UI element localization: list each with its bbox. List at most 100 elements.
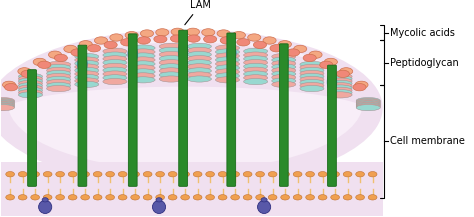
Ellipse shape	[18, 80, 43, 86]
FancyBboxPatch shape	[128, 34, 137, 186]
Ellipse shape	[244, 63, 268, 69]
Ellipse shape	[106, 195, 115, 200]
Ellipse shape	[279, 53, 289, 73]
Ellipse shape	[42, 198, 48, 202]
Ellipse shape	[131, 195, 139, 200]
Ellipse shape	[103, 56, 127, 62]
Ellipse shape	[18, 195, 27, 200]
Ellipse shape	[328, 80, 352, 86]
Ellipse shape	[159, 68, 183, 74]
Ellipse shape	[356, 97, 380, 104]
Ellipse shape	[93, 195, 102, 200]
Ellipse shape	[128, 45, 137, 64]
Ellipse shape	[0, 101, 14, 107]
Ellipse shape	[244, 71, 268, 77]
Ellipse shape	[187, 72, 211, 78]
Ellipse shape	[46, 67, 71, 74]
Ellipse shape	[18, 87, 43, 93]
Ellipse shape	[300, 70, 324, 77]
Ellipse shape	[187, 60, 211, 66]
Ellipse shape	[18, 83, 43, 89]
Ellipse shape	[331, 195, 339, 200]
Ellipse shape	[33, 58, 46, 66]
Ellipse shape	[306, 195, 314, 200]
Ellipse shape	[243, 195, 252, 200]
Ellipse shape	[318, 195, 327, 200]
Ellipse shape	[103, 79, 127, 85]
Ellipse shape	[353, 84, 366, 91]
Bar	[0, 162, 383, 216]
Ellipse shape	[131, 45, 155, 51]
Ellipse shape	[339, 68, 353, 75]
Ellipse shape	[356, 100, 380, 106]
Ellipse shape	[71, 49, 84, 56]
Ellipse shape	[18, 73, 43, 80]
Ellipse shape	[46, 79, 71, 85]
Text: LAM: LAM	[185, 0, 211, 25]
Ellipse shape	[48, 51, 62, 58]
Ellipse shape	[31, 195, 39, 200]
Ellipse shape	[303, 54, 316, 62]
Text: Mycolic acids: Mycolic acids	[390, 28, 455, 38]
Ellipse shape	[216, 45, 239, 51]
Ellipse shape	[0, 105, 14, 111]
Ellipse shape	[272, 78, 296, 84]
Ellipse shape	[187, 56, 211, 62]
Ellipse shape	[156, 29, 169, 36]
Ellipse shape	[204, 36, 217, 43]
FancyBboxPatch shape	[280, 44, 288, 186]
Ellipse shape	[125, 31, 138, 39]
Ellipse shape	[193, 195, 202, 200]
Ellipse shape	[244, 75, 268, 81]
Ellipse shape	[272, 74, 296, 81]
Ellipse shape	[159, 56, 183, 62]
Ellipse shape	[216, 53, 239, 59]
Ellipse shape	[118, 171, 127, 177]
Ellipse shape	[293, 171, 302, 177]
Ellipse shape	[131, 77, 155, 83]
Ellipse shape	[27, 76, 37, 96]
Ellipse shape	[328, 76, 352, 82]
Ellipse shape	[272, 53, 296, 60]
Ellipse shape	[231, 195, 239, 200]
Ellipse shape	[178, 41, 188, 61]
Ellipse shape	[159, 76, 183, 82]
Ellipse shape	[2, 81, 16, 89]
Ellipse shape	[216, 57, 239, 63]
Ellipse shape	[181, 171, 190, 177]
Ellipse shape	[327, 72, 337, 92]
Ellipse shape	[343, 171, 352, 177]
Ellipse shape	[368, 171, 377, 177]
Ellipse shape	[0, 103, 14, 109]
Ellipse shape	[356, 105, 380, 111]
Ellipse shape	[106, 171, 115, 177]
Ellipse shape	[18, 76, 43, 82]
Ellipse shape	[187, 68, 211, 74]
Ellipse shape	[153, 201, 165, 214]
Ellipse shape	[328, 89, 352, 96]
Ellipse shape	[337, 70, 349, 77]
Ellipse shape	[118, 195, 127, 200]
FancyBboxPatch shape	[227, 33, 236, 186]
Ellipse shape	[46, 82, 71, 89]
Ellipse shape	[104, 41, 117, 49]
Ellipse shape	[159, 43, 183, 49]
Ellipse shape	[272, 67, 296, 74]
Ellipse shape	[75, 78, 99, 84]
Ellipse shape	[216, 77, 239, 83]
Ellipse shape	[8, 37, 363, 171]
Ellipse shape	[187, 51, 211, 58]
Ellipse shape	[121, 39, 134, 46]
Ellipse shape	[46, 85, 71, 92]
Ellipse shape	[81, 171, 90, 177]
Ellipse shape	[356, 195, 365, 200]
Ellipse shape	[68, 171, 77, 177]
Ellipse shape	[143, 171, 152, 177]
Ellipse shape	[168, 195, 177, 200]
Ellipse shape	[110, 34, 123, 41]
FancyBboxPatch shape	[179, 30, 188, 186]
Ellipse shape	[18, 85, 43, 91]
Ellipse shape	[68, 195, 77, 200]
Ellipse shape	[79, 41, 92, 48]
FancyBboxPatch shape	[328, 65, 337, 186]
